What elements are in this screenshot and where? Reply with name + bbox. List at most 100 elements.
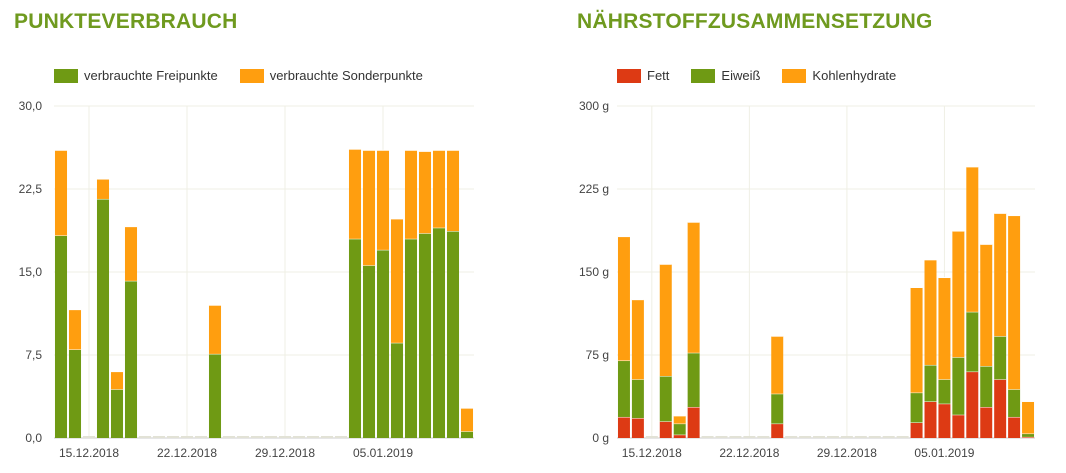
bar-segment[interactable]: [994, 213, 1007, 337]
bar-segment[interactable]: [124, 226, 138, 281]
bar-segment[interactable]: [631, 379, 644, 419]
bar-segment[interactable]: [348, 238, 362, 438]
bar-segment[interactable]: [110, 389, 124, 438]
bar-segment[interactable]: [659, 376, 672, 422]
bar-segment[interactable]: [673, 423, 686, 435]
bar-segment[interactable]: [687, 352, 700, 408]
legend-item-eiweiss[interactable]: Eiweiß: [691, 68, 760, 83]
bar-segment[interactable]: [771, 336, 784, 394]
bar-segment[interactable]: [404, 238, 418, 438]
chart-plot-area: 0 g 75 g 150 g 225 g 300 g 15.12.2018 22.12.20…: [579, 99, 1035, 460]
bar-segment[interactable]: [432, 227, 446, 438]
bar-segment[interactable]: [1008, 215, 1021, 390]
y-tick-label: 300 g: [579, 99, 609, 113]
bar-segment[interactable]: [617, 416, 630, 438]
bar-segment[interactable]: [390, 218, 404, 343]
bar-segment[interactable]: [68, 309, 82, 350]
chart-plot-area: 0,0 7,5 15,0 22,5 30,0 15.12.2018 22.12.2018 29…: [19, 99, 474, 460]
bar-empty: [138, 436, 152, 438]
legend-item-fett[interactable]: Fett: [617, 68, 669, 83]
bar-segment[interactable]: [687, 407, 700, 438]
bar-segment[interactable]: [348, 149, 362, 239]
bar-segment[interactable]: [1022, 436, 1035, 438]
bar-segment[interactable]: [446, 150, 460, 232]
x-tick-label: 05.01.2019: [914, 446, 974, 460]
legend-label: Fett: [647, 68, 670, 83]
bar-segment[interactable]: [924, 259, 937, 365]
bar-segment[interactable]: [1022, 433, 1035, 437]
bar-segment[interactable]: [96, 179, 110, 199]
bar-segment[interactable]: [659, 264, 672, 377]
bar-segment[interactable]: [910, 287, 923, 393]
bar-segment[interactable]: [432, 150, 446, 228]
bar-segment[interactable]: [673, 415, 686, 424]
bar-segment[interactable]: [980, 244, 993, 367]
x-tick-label: 29.12.2018: [255, 446, 315, 460]
bar-segment[interactable]: [980, 366, 993, 408]
bar-segment[interactable]: [631, 299, 644, 380]
bar-segment[interactable]: [966, 371, 979, 438]
bar-segment[interactable]: [924, 401, 937, 438]
bar-empty: [292, 436, 306, 438]
bar-segment[interactable]: [68, 349, 82, 438]
bar-segment[interactable]: [460, 431, 474, 438]
bar-segment[interactable]: [631, 418, 644, 438]
bar-segment[interactable]: [54, 150, 68, 236]
bar-empty: [868, 436, 881, 438]
bar-empty: [854, 436, 867, 438]
bar-segment[interactable]: [771, 423, 784, 438]
bar-segment[interactable]: [208, 305, 222, 354]
bar-segment[interactable]: [952, 357, 965, 415]
bar-segment[interactable]: [938, 379, 951, 404]
bar-segment[interactable]: [966, 166, 979, 312]
bar-segment[interactable]: [1008, 416, 1021, 438]
bar-segment[interactable]: [362, 265, 376, 438]
bar-segment[interactable]: [994, 336, 1007, 380]
bar-segment[interactable]: [208, 353, 222, 438]
bar-segment[interactable]: [418, 233, 432, 438]
bar-empty: [250, 436, 264, 438]
chart-legend: Fett Eiweiß Kohlenhydrate: [617, 68, 918, 83]
bar-segment[interactable]: [938, 277, 951, 380]
bar-segment[interactable]: [390, 342, 404, 438]
bar-segment[interactable]: [910, 422, 923, 438]
bar-segment[interactable]: [994, 379, 1007, 438]
bar-segment[interactable]: [1008, 389, 1021, 417]
bar-segment[interactable]: [376, 150, 390, 250]
bar-segment[interactable]: [124, 280, 138, 438]
chart-panel-punkteverbrauch: PUNKTEVERBRAUCH verbrauchte Freipunkte v…: [14, 10, 474, 460]
bar-segment[interactable]: [446, 231, 460, 438]
bar-segment[interactable]: [460, 408, 474, 432]
bar-segment[interactable]: [617, 236, 630, 361]
bar-segment[interactable]: [96, 198, 110, 438]
bar-segment[interactable]: [54, 235, 68, 438]
bar-segment[interactable]: [110, 371, 124, 390]
x-tick-label: 15.12.2018: [59, 446, 119, 460]
legend-item-kohlenhydrate[interactable]: Kohlenhydrate: [782, 68, 896, 83]
bar-segment[interactable]: [1022, 401, 1035, 434]
bar-segment[interactable]: [376, 249, 390, 438]
bar-segment[interactable]: [362, 150, 376, 266]
chart-panel-naehrstoffe: NÄHRSTOFFZUSAMMENSETZUNG Fett Eiweiß Koh…: [563, 0, 1066, 473]
bar-segment[interactable]: [952, 231, 965, 358]
bar-segment[interactable]: [687, 222, 700, 353]
bar-segment[interactable]: [980, 407, 993, 438]
bar-segment[interactable]: [910, 392, 923, 423]
bar-segment[interactable]: [418, 151, 432, 234]
bar-segment[interactable]: [924, 364, 937, 402]
bar-segment[interactable]: [771, 393, 784, 424]
bar-empty: [896, 436, 909, 438]
bar-segment[interactable]: [952, 414, 965, 438]
bar-segment[interactable]: [659, 421, 672, 438]
x-tick-label: 29.12.2018: [817, 446, 877, 460]
bar-segment[interactable]: [404, 150, 418, 239]
legend-item-freipunkte[interactable]: verbrauchte Freipunkte: [54, 68, 218, 83]
legend-item-sonderpunkte[interactable]: verbrauchte Sonderpunkte: [239, 68, 423, 83]
y-tick-label: 75 g: [586, 348, 609, 362]
bar-segment[interactable]: [966, 311, 979, 372]
bar-empty: [320, 436, 334, 438]
bar-segment[interactable]: [673, 434, 686, 438]
bar-empty: [334, 436, 348, 438]
bar-segment[interactable]: [938, 403, 951, 438]
bar-segment[interactable]: [617, 360, 630, 417]
